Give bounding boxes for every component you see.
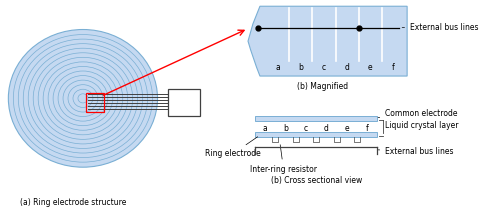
Bar [86,93,104,112]
Text: e: e [368,63,372,72]
Bar [255,132,378,137]
Text: b: b [298,63,303,72]
Text: (a) Ring electrode structure: (a) Ring electrode structure [20,198,126,207]
Text: e: e [344,124,349,133]
Text: b: b [283,124,288,133]
Text: Common electrode: Common electrode [378,109,458,118]
Text: (b) Magnified: (b) Magnified [297,82,348,91]
Text: External bus lines: External bus lines [378,147,454,156]
PathPatch shape [248,6,407,76]
Text: Ring electrode: Ring electrode [206,137,261,158]
Text: d: d [344,63,350,72]
Text: a: a [275,63,280,72]
Text: f: f [366,124,368,133]
Text: d: d [324,124,329,133]
Text: Inter-ring resistor: Inter-ring resistor [250,145,317,174]
Bar [168,89,200,116]
Bar [255,116,378,121]
Ellipse shape [8,30,158,167]
Text: (b) Cross sectional view: (b) Cross sectional view [270,176,362,185]
Text: a: a [263,124,268,133]
Text: c: c [322,63,326,72]
Text: External bus lines: External bus lines [402,23,478,32]
Text: Liquid crystal layer: Liquid crystal layer [385,121,458,130]
Text: c: c [304,124,308,133]
Text: f: f [392,63,395,72]
